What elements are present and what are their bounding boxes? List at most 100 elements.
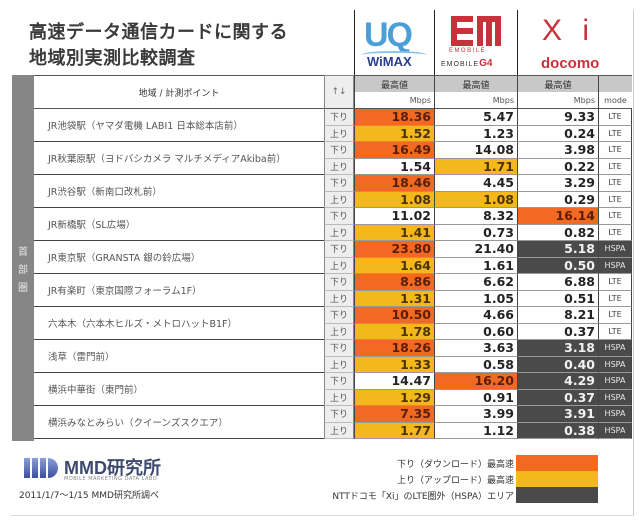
header-em-unit: Mbps bbox=[434, 92, 517, 109]
region-char: 部 bbox=[18, 265, 28, 276]
direction-label: 下り bbox=[324, 175, 354, 192]
speed-value-dc: 5.18 bbox=[517, 241, 598, 258]
speed-value-em: 8.32 bbox=[434, 208, 517, 225]
mode-value: LTE bbox=[598, 290, 632, 307]
location-cell: JR渋谷駅（新南口改札前） bbox=[34, 175, 324, 208]
mode-value: LTE bbox=[598, 175, 632, 192]
location-cell: JR新橋駅（SL広場） bbox=[34, 208, 324, 241]
table-row-down: 下り 23.80 21.40 5.18 HSPA bbox=[324, 241, 632, 258]
header-location: 地域 / 計測ポイント bbox=[34, 75, 324, 109]
mode-value: HSPA bbox=[598, 257, 632, 274]
mode-value: LTE bbox=[598, 274, 632, 291]
location-cell: JR池袋駅（ヤマダ電機 LABI1 日本総本店前） bbox=[34, 109, 324, 142]
table-row-up: 上り 1.52 1.23 0.24 LTE bbox=[324, 125, 632, 142]
table-row-up: 上り 1.31 1.05 0.51 LTE bbox=[324, 290, 632, 307]
speed-value-dc: 8.21 bbox=[517, 307, 598, 324]
speed-value-uq: 1.08 bbox=[354, 191, 434, 208]
speed-value-em: 5.47 bbox=[434, 109, 517, 126]
table-row-down: 下り 18.46 4.45 3.29 LTE bbox=[324, 175, 632, 192]
direction-label: 上り bbox=[324, 158, 354, 175]
speed-value-uq: 14.47 bbox=[354, 373, 434, 390]
direction-label: 下り bbox=[324, 142, 354, 159]
speed-value-uq: 1.54 bbox=[354, 158, 434, 175]
speed-value-uq: 18.26 bbox=[354, 340, 434, 357]
speed-value-em: 0.73 bbox=[434, 224, 517, 241]
direction-label: 上り bbox=[324, 356, 354, 373]
mode-value: HSPA bbox=[598, 340, 632, 357]
speed-value-em: 4.66 bbox=[434, 307, 517, 324]
uq-logo-text: UQ bbox=[364, 16, 413, 54]
speed-value-em: 0.91 bbox=[434, 389, 517, 406]
speed-value-uq: 11.02 bbox=[354, 208, 434, 225]
brand-tagline: MOBILE MARKETING DATA LABO bbox=[64, 476, 158, 482]
speed-value-dc: 9.33 bbox=[517, 109, 598, 126]
mode-value: LTE bbox=[598, 109, 632, 126]
table-row-up: 上り 1.29 0.91 0.37 HSPA bbox=[324, 389, 632, 406]
speed-value-dc: 0.50 bbox=[517, 257, 598, 274]
header-uq-unit: Mbps bbox=[354, 92, 434, 109]
location-cell: JR秋葉原駅（ヨドバシカメラ マルチメディアAkiba前） bbox=[34, 142, 324, 175]
emobile-logo-text: EMOBILE bbox=[449, 48, 487, 54]
location-cell: 横浜中華街（東門前） bbox=[34, 373, 324, 406]
table-row-up: 上り 1.64 1.61 0.50 HSPA bbox=[324, 257, 632, 274]
location-cell: JR東京駅（GRANSTA 銀の鈴広場） bbox=[34, 241, 324, 274]
speed-value-dc: 0.37 bbox=[517, 389, 598, 406]
report-title: 高速データ通信カードに関する 地域別実測比較調査 bbox=[29, 20, 288, 72]
location-cell: 浅草（雷門前） bbox=[34, 340, 324, 373]
legend-hspa: NTTドコモ「Xi」のLTE圏外（HSPA）エリア bbox=[332, 491, 514, 502]
direction-label: 下り bbox=[324, 340, 354, 357]
speed-value-em: 3.63 bbox=[434, 340, 517, 357]
survey-note: 2011/1/7〜1/15 MMD研究所調べ bbox=[19, 491, 159, 501]
mode-value: LTE bbox=[598, 224, 632, 241]
speed-value-dc: 4.29 bbox=[517, 373, 598, 390]
direction-label: 下り bbox=[324, 307, 354, 324]
header-docomo-unit: Mbps bbox=[517, 92, 598, 109]
header-uq-max: 最高値 bbox=[354, 75, 434, 92]
table-row-up: 上り 1.77 1.12 0.38 HSPA bbox=[324, 422, 632, 439]
mode-value: LTE bbox=[598, 208, 632, 225]
direction-label: 上り bbox=[324, 224, 354, 241]
speed-value-em: 3.99 bbox=[434, 406, 517, 423]
emobile-g4-logo: EMOBILEG4 bbox=[441, 58, 492, 69]
g4-text: G4 bbox=[479, 58, 493, 69]
table-row-up: 上り 1.08 1.08 0.29 LTE bbox=[324, 191, 632, 208]
speed-value-dc: 6.88 bbox=[517, 274, 598, 291]
speed-value-em: 21.40 bbox=[434, 241, 517, 258]
mode-value: LTE bbox=[598, 158, 632, 175]
speed-value-em: 4.45 bbox=[434, 175, 517, 192]
legend-upload: 上り（アップロード）最高速 bbox=[396, 475, 514, 486]
speed-value-dc: 3.29 bbox=[517, 175, 598, 192]
speed-value-dc: 0.37 bbox=[517, 323, 598, 340]
speed-value-em: 1.05 bbox=[434, 290, 517, 307]
mode-value: HSPA bbox=[598, 406, 632, 423]
direction-label: 下り bbox=[324, 208, 354, 225]
speed-value-dc: 0.24 bbox=[517, 125, 598, 142]
speed-value-uq: 1.64 bbox=[354, 257, 434, 274]
table-row-down: 下り 18.36 5.47 9.33 LTE bbox=[324, 109, 632, 126]
speed-value-uq: 1.29 bbox=[354, 389, 434, 406]
speed-value-uq: 1.77 bbox=[354, 422, 434, 439]
speed-value-em: 1.71 bbox=[434, 158, 517, 175]
table-row-up: 上り 1.78 0.60 0.37 LTE bbox=[324, 323, 632, 340]
speed-value-uq: 1.33 bbox=[354, 356, 434, 373]
table-row-up: 上り 1.41 0.73 0.82 LTE bbox=[324, 224, 632, 241]
header-docomo-max: 最高値 bbox=[517, 75, 598, 92]
speed-value-dc: 0.51 bbox=[517, 290, 598, 307]
table-row-down: 下り 7.35 3.99 3.91 HSPA bbox=[324, 406, 632, 423]
docomo-logo-text: docomo bbox=[541, 55, 600, 72]
mode-value: HSPA bbox=[598, 389, 632, 406]
direction-label: 上り bbox=[324, 191, 354, 208]
legend-download: 下り（ダウンロード）最高速 bbox=[396, 459, 514, 470]
xi-logo-text: X i bbox=[542, 14, 596, 47]
emobile-logo: EMOBILE EMOBILEG4 bbox=[434, 10, 517, 75]
mode-value: LTE bbox=[598, 191, 632, 208]
speed-value-uq: 1.31 bbox=[354, 290, 434, 307]
direction-label: 上り bbox=[324, 422, 354, 439]
region-column bbox=[12, 75, 34, 441]
speed-value-uq: 7.35 bbox=[354, 406, 434, 423]
speed-value-em: 1.61 bbox=[434, 257, 517, 274]
table-row-down: 下り 11.02 8.32 16.14 LTE bbox=[324, 208, 632, 225]
header-mode-blank bbox=[598, 75, 632, 92]
header-direction: ↑↓ bbox=[324, 75, 354, 109]
speed-value-em: 1.08 bbox=[434, 191, 517, 208]
